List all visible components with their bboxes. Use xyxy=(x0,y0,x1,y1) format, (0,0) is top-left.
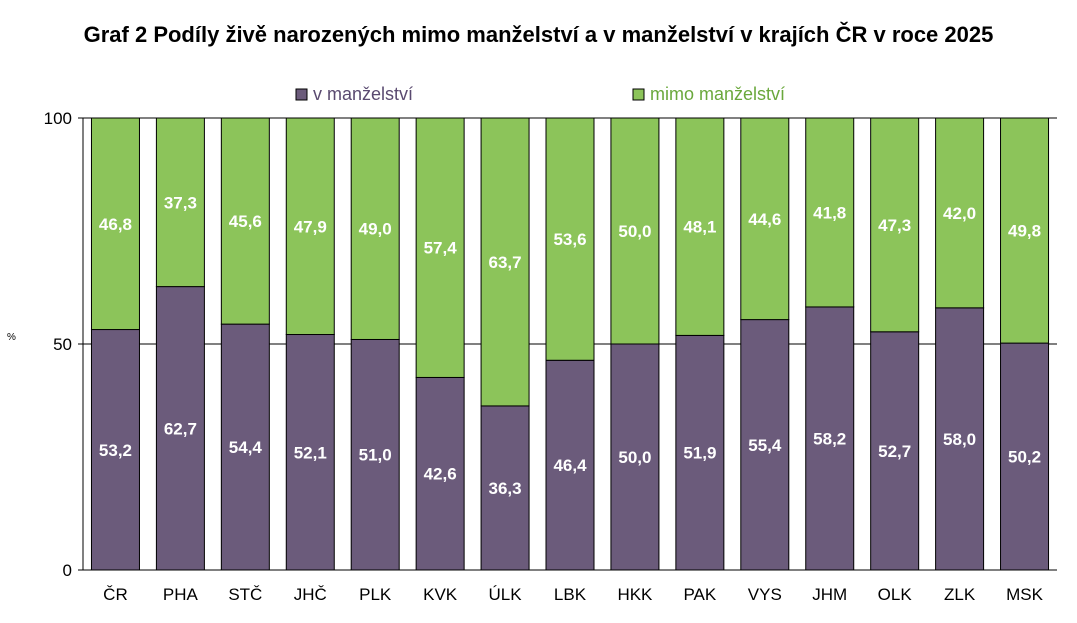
data-label-in-marriage-STČ: 54,4 xyxy=(229,438,263,457)
data-label-in-marriage-LBK: 46,4 xyxy=(553,456,587,475)
x-tick-label-LBK: LBK xyxy=(554,585,587,604)
x-tick-label-KVK: KVK xyxy=(423,585,458,604)
data-label-in-marriage-HKK: 50,0 xyxy=(618,448,651,467)
y-tick-label-0: 0 xyxy=(63,561,72,580)
bar-in-marriage-HKK xyxy=(610,343,660,571)
data-label-out-of-marriage-PAK: 48,1 xyxy=(683,218,716,237)
data-label-in-marriage-PHA: 62,7 xyxy=(164,419,197,438)
bar-out-of-marriage-ČR xyxy=(90,117,140,331)
data-label-in-marriage-OLK: 52,7 xyxy=(878,442,911,461)
x-tick-label-VYS: VYS xyxy=(748,585,782,604)
data-label-out-of-marriage-LBK: 53,6 xyxy=(553,230,586,249)
y-tick-label-50: 50 xyxy=(53,335,72,354)
chart-title: Graf 2 Podíly živě narozených mimo manže… xyxy=(83,22,994,47)
x-tick-label-ÚLK: ÚLK xyxy=(489,585,523,604)
bar-out-of-marriage-STČ xyxy=(220,117,270,325)
x-tick-label-ZLK: ZLK xyxy=(944,585,976,604)
data-label-out-of-marriage-PLK: 49,0 xyxy=(359,220,392,239)
legend-label-out-of-marriage: mimo manželství xyxy=(650,84,785,104)
y-tick-label-100: 100 xyxy=(44,109,72,128)
bar-in-marriage-ZLK xyxy=(935,307,985,571)
bar-out-of-marriage-ZLK xyxy=(935,117,985,309)
data-label-in-marriage-ÚLK: 36,3 xyxy=(489,479,522,498)
x-tick-label-ČR: ČR xyxy=(103,585,128,604)
bar-out-of-marriage-OLK xyxy=(870,117,920,333)
data-label-out-of-marriage-VYS: 44,6 xyxy=(748,210,781,229)
data-label-in-marriage-MSK: 50,2 xyxy=(1008,448,1041,467)
x-tick-label-PAK: PAK xyxy=(683,585,716,604)
data-label-out-of-marriage-HKK: 50,0 xyxy=(618,222,651,241)
bar-out-of-marriage-VYS xyxy=(740,117,790,321)
bar-out-of-marriage-PLK xyxy=(350,117,400,340)
bar-in-marriage-PLK xyxy=(350,338,400,571)
bar-out-of-marriage-JHČ xyxy=(285,117,335,336)
bar-in-marriage-JHČ xyxy=(285,334,335,571)
axis-layer: 0 50 100% ČR PHA STČ JHČ PLK KVK ÚLK LBK HKK PAK VYS J… xyxy=(7,109,1057,604)
legend-swatch-out-of-marriage xyxy=(632,88,645,101)
data-label-out-of-marriage-OLK: 47,3 xyxy=(878,216,911,235)
data-label-out-of-marriage-JHM: 41,8 xyxy=(813,203,846,222)
x-tick-label-JHČ: JHČ xyxy=(294,585,327,604)
legend-swatch-in-marriage xyxy=(295,88,308,101)
bar-out-of-marriage-LBK xyxy=(545,117,595,361)
x-tick-label-PLK: PLK xyxy=(359,585,392,604)
bar-in-marriage-ČR xyxy=(90,329,140,571)
bar-out-of-marriage-MSK xyxy=(1000,117,1050,344)
labels-layer: 53,2 46,8 62,7 37,3 54,4 45,6 52,1 47,9 51,0 49,0… xyxy=(99,193,1041,498)
data-label-out-of-marriage-ČR: 46,8 xyxy=(99,215,132,234)
legend-label-in-marriage: v manželství xyxy=(313,84,413,104)
x-tick-label-JHM: JHM xyxy=(812,585,847,604)
y-axis-label: % xyxy=(7,332,16,343)
data-label-in-marriage-JHČ: 52,1 xyxy=(294,443,327,462)
data-label-out-of-marriage-STČ: 45,6 xyxy=(229,212,262,231)
x-tick-label-MSK: MSK xyxy=(1006,585,1044,604)
bars-layer xyxy=(90,117,1050,571)
bar-out-of-marriage-PAK xyxy=(675,117,725,336)
bar-out-of-marriage-ÚLK xyxy=(480,117,530,407)
bar-out-of-marriage-PHA xyxy=(155,117,205,288)
legend: v manželství mimo manželství xyxy=(295,84,785,104)
data-label-out-of-marriage-PHA: 37,3 xyxy=(164,193,197,212)
data-label-in-marriage-ČR: 53,2 xyxy=(99,441,132,460)
data-label-out-of-marriage-ZLK: 42,0 xyxy=(943,204,976,223)
bar-out-of-marriage-HKK xyxy=(610,117,660,345)
bar-in-marriage-ÚLK xyxy=(480,405,530,571)
x-tick-label-HKK: HKK xyxy=(617,585,653,604)
data-label-in-marriage-KVK: 42,6 xyxy=(424,465,457,484)
bar-out-of-marriage-KVK xyxy=(415,117,465,378)
bar-in-marriage-VYS xyxy=(740,319,790,571)
data-label-out-of-marriage-ÚLK: 63,7 xyxy=(489,253,522,272)
bar-in-marriage-MSK xyxy=(1000,342,1050,571)
data-label-out-of-marriage-KVK: 57,4 xyxy=(424,239,458,258)
bar-out-of-marriage-JHM xyxy=(805,117,855,308)
data-label-in-marriage-JHM: 58,2 xyxy=(813,429,846,448)
data-label-in-marriage-PAK: 51,9 xyxy=(683,444,716,463)
bar-in-marriage-PAK xyxy=(675,334,725,571)
x-tick-label-OLK: OLK xyxy=(878,585,913,604)
data-label-out-of-marriage-JHČ: 47,9 xyxy=(294,217,327,236)
data-label-out-of-marriage-MSK: 49,8 xyxy=(1008,222,1041,241)
data-label-in-marriage-PLK: 51,0 xyxy=(359,446,392,465)
bar-in-marriage-LBK xyxy=(545,359,595,571)
bar-in-marriage-KVK xyxy=(415,376,465,571)
data-label-in-marriage-ZLK: 58,0 xyxy=(943,430,976,449)
x-tick-label-PHA: PHA xyxy=(163,585,199,604)
data-label-in-marriage-VYS: 55,4 xyxy=(748,436,782,455)
x-tick-label-STČ: STČ xyxy=(228,585,262,604)
bar-in-marriage-OLK xyxy=(870,331,920,571)
